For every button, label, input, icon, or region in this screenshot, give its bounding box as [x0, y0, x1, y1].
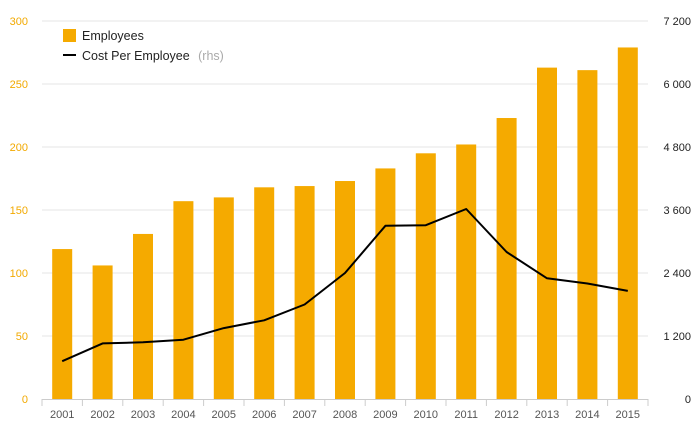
x-tick-label: 2011 — [454, 409, 478, 421]
x-tick-label: 2013 — [535, 409, 559, 421]
bar-employees-2010 — [415, 153, 436, 399]
y-left-tick-label: 0 — [22, 394, 28, 406]
legend-item-cost-per-employee: Cost Per Employee (rhs) — [63, 47, 224, 64]
x-tick-label: 2002 — [90, 409, 114, 421]
x-tick-label: 2006 — [252, 409, 276, 421]
legend-label-cost-per-employee: Cost Per Employee (rhs) — [82, 47, 224, 64]
x-tick-label: 2008 — [333, 409, 357, 421]
bar-employees-2005 — [213, 197, 234, 399]
bar-employees-2015 — [617, 47, 638, 400]
y-left-tick-label: 50 — [16, 331, 28, 343]
x-tick-label: 2009 — [373, 409, 397, 421]
x-tick-label: 2010 — [414, 409, 438, 421]
y-left-tick-label: 200 — [10, 142, 28, 154]
employees-bars — [52, 47, 638, 400]
bar-employees-2014 — [577, 70, 598, 399]
y-right-tick-label: 0 — [685, 394, 691, 406]
y-right-tick-label: 1 200 — [663, 331, 691, 343]
legend: Employees Cost Per Employee (rhs) — [63, 29, 224, 64]
x-tick-label: 2005 — [212, 409, 236, 421]
x-tick-label: 2014 — [575, 409, 599, 421]
bar-employees-2009 — [375, 168, 396, 399]
bar-employees-2007 — [294, 186, 315, 399]
y-right-tick-label: 2 400 — [663, 268, 691, 280]
y-right-tick-label: 4 800 — [663, 142, 691, 154]
legend-item-employees: Employees — [63, 29, 144, 43]
x-axis: 2001 2002 2003 2004 2005 2006 2007 2008 2009 2010… — [41, 399, 649, 421]
bar-employees-2001 — [52, 249, 73, 399]
y-left-tick-label: 150 — [10, 205, 28, 217]
x-tick-label: 2007 — [292, 409, 316, 421]
bar-employees-2013 — [537, 67, 557, 400]
bar-employees-2004 — [173, 201, 194, 399]
y-left-tick-label: 250 — [10, 79, 28, 91]
legend-label-cost-text: Cost Per Employee — [82, 49, 190, 63]
y-right-tick-label: 7 200 — [663, 16, 691, 28]
x-tick-label: 2001 — [50, 409, 74, 421]
legend-label-employees: Employees — [82, 29, 144, 43]
x-tick-label: 2003 — [131, 409, 155, 421]
bar-employees-2008 — [335, 181, 355, 399]
x-tick-label: 2012 — [494, 409, 518, 421]
x-tick-label: 2004 — [171, 409, 195, 421]
bar-employees-2002 — [92, 265, 113, 399]
legend-swatch-bar — [63, 29, 76, 42]
y-right-tick-label: 3 600 — [663, 205, 691, 217]
y-right-tick-label: 6 000 — [663, 79, 691, 91]
cost-per-employee-line — [61, 208, 628, 363]
y-left-tick-label: 300 — [10, 16, 28, 28]
bar-employees-2003 — [133, 233, 153, 399]
y-left-tick-label: 100 — [10, 268, 28, 280]
y-axis-right: 0 1 200 2 400 3 600 4 800 6 000 7 200 — [663, 16, 691, 406]
bar-employees-2006 — [254, 187, 275, 399]
x-tick-label: 2015 — [616, 409, 640, 421]
y-axis-left: 0 50 100 150 200 250 300 — [10, 16, 28, 406]
bar-employees-2012 — [496, 118, 517, 400]
legend-label-rhs: (rhs) — [198, 49, 224, 63]
bar-employees-2011 — [456, 144, 477, 399]
